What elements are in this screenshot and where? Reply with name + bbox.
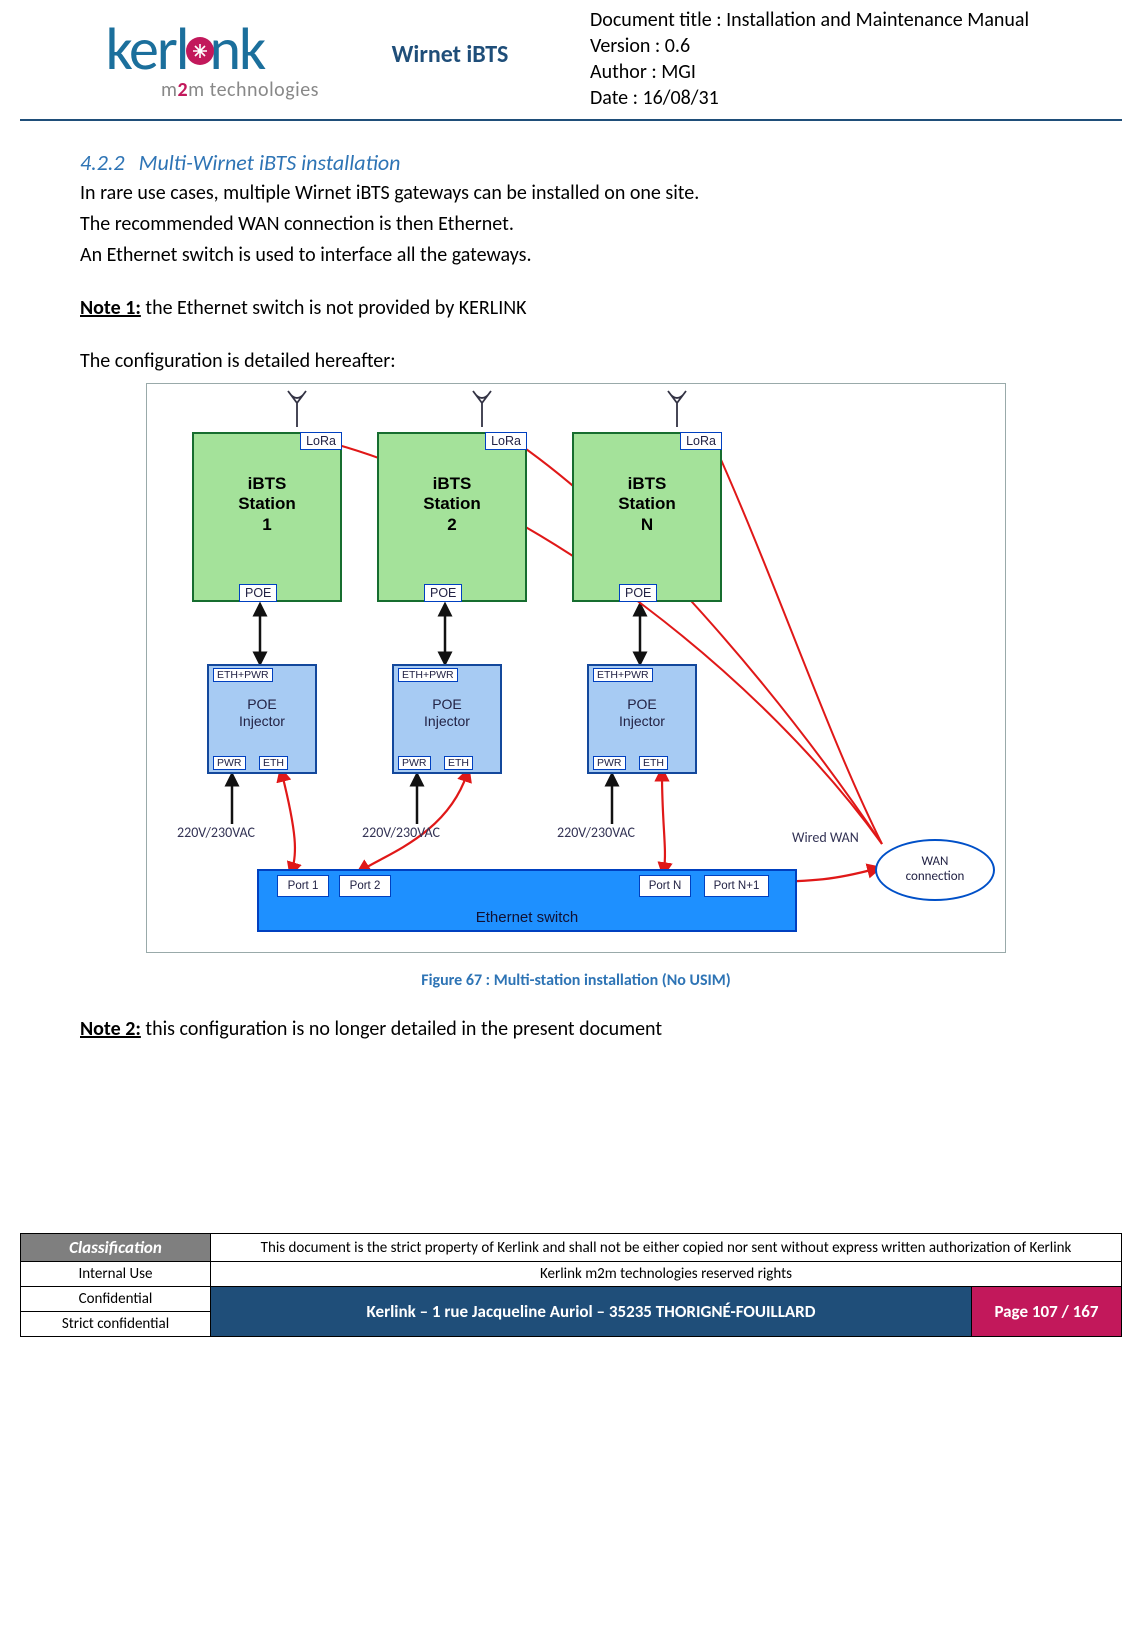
eth-tag: ETH	[444, 756, 473, 770]
switch-port: Port N	[639, 875, 691, 897]
page-footer: Classification This document is the stri…	[20, 1233, 1122, 1337]
classification-header: Classification	[21, 1234, 211, 1262]
strict-confidential: Strict confidential	[21, 1312, 211, 1337]
ibts-station: LoRaiBTSStation2POE	[377, 432, 527, 602]
para-2: The recommended WAN connection is then E…	[80, 211, 1072, 238]
ibts-station: LoRaiBTSStation1POE	[192, 432, 342, 602]
lora-tag: LoRa	[680, 432, 722, 450]
ethpwr-tag: ETH+PWR	[213, 668, 273, 682]
antenna-icon	[282, 389, 312, 429]
logo-subtitle: m2m technologies	[161, 78, 319, 102]
reserved-rights: Kerlink m2m technologies reserved rights	[211, 1262, 1122, 1287]
doc-metadata: Document title : Installation and Mainte…	[560, 5, 1112, 111]
ibts-station: LoRaiBTSStationNPOE	[572, 432, 722, 602]
poe-injector: ETH+PWRPOEInjectorPWRETH	[587, 664, 697, 774]
product-name: Wirnet iBTS	[340, 5, 560, 69]
pwr-tag: PWR	[593, 756, 626, 770]
confidential: Confidential	[21, 1287, 211, 1312]
wired-wan-label: Wired WAN	[792, 829, 859, 846]
note-2: Note 2: this configuration is no longer …	[80, 1016, 1072, 1043]
figure-diagram: Ethernet switch Port 1Port 2Port NPort N…	[146, 383, 1006, 953]
antenna-icon	[467, 389, 497, 429]
wan-cloud: WAN connection	[875, 839, 995, 901]
note-1: Note 1: the Ethernet switch is not provi…	[80, 295, 1072, 322]
para-1: In rare use cases, multiple Wirnet iBTS …	[80, 180, 1072, 207]
antenna-icon	[662, 389, 692, 429]
address: Kerlink – 1 rue Jacqueline Auriol – 3523…	[211, 1287, 972, 1337]
ethpwr-tag: ETH+PWR	[593, 668, 653, 682]
poe-tag: POE	[424, 584, 462, 602]
eth-tag: ETH	[639, 756, 668, 770]
section-heading: 4.2.2 Multi-Wirnet iBTS installation	[80, 149, 1072, 176]
ethernet-switch: Ethernet switch Port 1Port 2Port NPort N…	[257, 869, 797, 932]
switch-port: Port 2	[339, 875, 391, 897]
ethpwr-tag: ETH+PWR	[398, 668, 458, 682]
figure-caption: Figure 67 : Multi-station installation (…	[80, 971, 1072, 990]
pwr-tag: PWR	[398, 756, 431, 770]
page-content: 4.2.2 Multi-Wirnet iBTS installation In …	[20, 121, 1122, 1053]
logo: kerl nk m2m technologies	[30, 5, 340, 102]
lora-tag: LoRa	[300, 432, 342, 450]
voltage-label: 220V/230VAC	[557, 824, 635, 841]
strict-property: This document is the strict property of …	[211, 1234, 1122, 1262]
logo-text-left: kerl	[106, 13, 188, 86]
voltage-label: 220V/230VAC	[362, 824, 440, 841]
page-header: kerl nk m2m technologies Wirnet iBTS Doc…	[20, 0, 1122, 121]
poe-injector: ETH+PWRPOEInjectorPWRETH	[207, 664, 317, 774]
lora-tag: LoRa	[485, 432, 527, 450]
switch-port: Port N+1	[704, 875, 769, 897]
internal-use: Internal Use	[21, 1262, 211, 1287]
switch-port: Port 1	[277, 875, 329, 897]
voltage-label: 220V/230VAC	[177, 824, 255, 841]
poe-tag: POE	[619, 584, 657, 602]
eth-tag: ETH	[259, 756, 288, 770]
config-intro: The configuration is detailed hereafter:	[80, 348, 1072, 375]
para-3: An Ethernet switch is used to interface …	[80, 242, 1072, 269]
logo-symbol-icon	[186, 37, 214, 65]
pwr-tag: PWR	[213, 756, 246, 770]
logo-text-right: nk	[210, 13, 265, 86]
poe-tag: POE	[239, 584, 277, 602]
poe-injector: ETH+PWRPOEInjectorPWRETH	[392, 664, 502, 774]
page-number: Page 107 / 167	[972, 1287, 1122, 1337]
